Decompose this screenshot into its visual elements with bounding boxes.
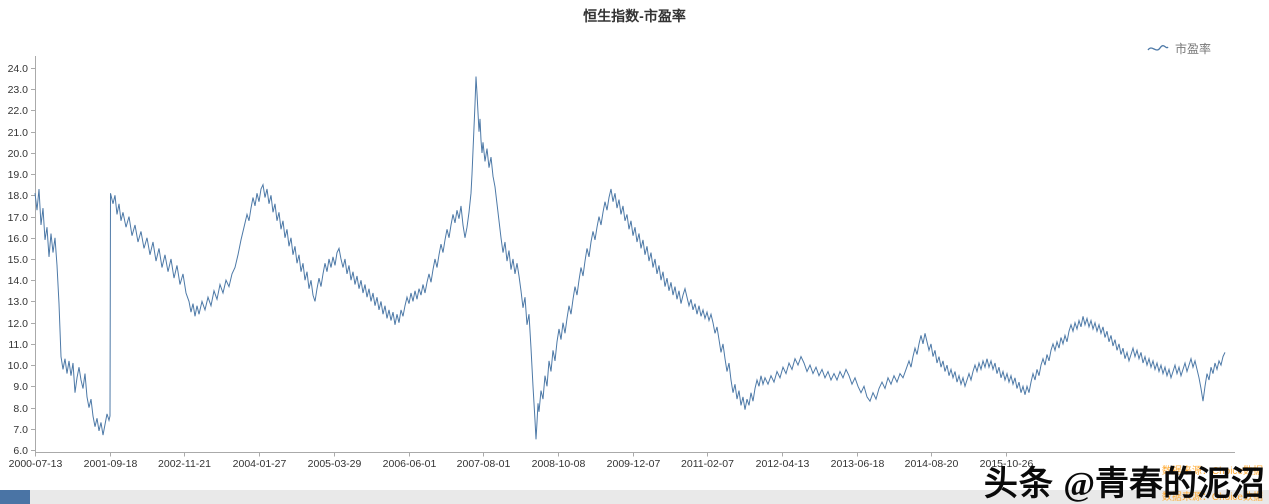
y-axis-label: 23.0 <box>8 84 29 96</box>
y-axis-label: 8.0 <box>13 403 28 415</box>
y-axis-label: 11.0 <box>8 339 28 351</box>
legend-label: 市盈率 <box>1174 42 1211 56</box>
y-axis-label: 20.0 <box>8 148 29 160</box>
y-axis-label: 14.0 <box>8 275 29 287</box>
data-source-text-footer: 数据来源：Choice数据 <box>1161 492 1263 503</box>
y-axis-label: 10.0 <box>8 360 29 372</box>
y-axis-label: 17.0 <box>8 212 29 224</box>
y-axis-label: 13.0 <box>8 296 29 308</box>
y-axis-label: 7.0 <box>13 424 28 436</box>
x-axis-label: 2004-01-27 <box>233 458 287 470</box>
y-axis-label: 18.0 <box>8 190 29 202</box>
y-axis-label: 9.0 <box>13 381 28 393</box>
x-axis-label: 2001-09-18 <box>84 458 138 470</box>
x-axis-label: 2008-10-08 <box>532 458 586 470</box>
chart-title: 恒生指数-市盈率 <box>583 8 686 24</box>
x-axis-label: 2012-04-13 <box>756 458 810 470</box>
y-axis-label: 24.0 <box>8 63 29 75</box>
pe-line-icon <box>1147 44 1169 51</box>
y-axis-label: 15.0 <box>8 254 29 266</box>
x-axis-label: 2002-11-21 <box>158 458 211 470</box>
y-axis-label: 12.0 <box>8 318 29 330</box>
x-axis-label: 2014-08-20 <box>905 458 959 470</box>
x-axis-label: 2011-02-07 <box>681 458 734 470</box>
watermark-handle: @青春的泥沼 <box>1063 466 1265 503</box>
x-axis-label: 2015-10-26 <box>980 458 1034 470</box>
x-axis-label: 2005-03-29 <box>308 458 362 470</box>
y-axis-label: 6.0 <box>13 445 28 457</box>
y-axis-label: 21.0 <box>8 127 29 139</box>
x-axis-label: 2000-07-13 <box>9 458 63 470</box>
x-axis-label: 2007-08-01 <box>457 458 511 470</box>
watermark: 头条 @青春的泥沼 <box>984 467 1265 502</box>
legend[interactable]: 市盈率 <box>1147 40 1211 57</box>
y-axis-label: 19.0 <box>8 169 29 181</box>
data-source-text: 数据来源：Choice数据 <box>1161 466 1263 477</box>
x-axis-label: 2013-06-18 <box>831 458 885 470</box>
footer-strip <box>0 490 1269 504</box>
y-axis-label: 22.0 <box>8 105 29 117</box>
x-axis-label: 2009-12-07 <box>607 458 661 470</box>
y-axis-label: 16.0 <box>8 233 29 245</box>
pe-series-line <box>34 76 1226 440</box>
footer-corner-block <box>0 490 30 504</box>
x-axis-label: 2006-06-01 <box>383 458 437 470</box>
watermark-prefix: 头条 <box>983 465 1054 503</box>
